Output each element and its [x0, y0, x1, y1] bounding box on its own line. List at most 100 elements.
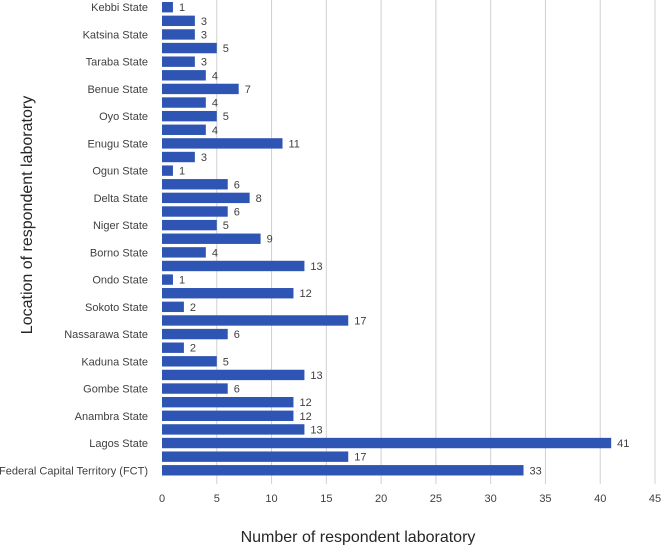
bar [162, 424, 305, 435]
bar [162, 2, 173, 13]
bar [162, 70, 206, 81]
category-label: Ogun State [92, 166, 148, 178]
category-label: Benue State [87, 84, 148, 96]
data-label: 12 [299, 397, 311, 409]
data-label: 5 [223, 111, 229, 123]
data-label: 6 [234, 207, 240, 219]
x-tick-label: 45 [649, 493, 661, 505]
bar [162, 247, 206, 258]
data-label: 13 [310, 261, 322, 273]
data-label: 41 [617, 438, 629, 450]
data-label: 2 [190, 343, 196, 355]
bar [162, 42, 217, 54]
data-label: 1 [179, 275, 185, 287]
data-label: 5 [223, 220, 229, 232]
x-tick-label: 40 [594, 493, 606, 505]
data-label: 7 [245, 84, 251, 96]
bar [162, 179, 228, 190]
bar [162, 165, 173, 176]
x-tick-label: 10 [265, 493, 277, 505]
data-label: 3 [201, 57, 207, 69]
category-label: Gombe State [83, 384, 148, 396]
bar [162, 151, 195, 163]
bar [162, 274, 173, 285]
data-label: 3 [201, 152, 207, 164]
category-label: Lagos State [89, 438, 148, 450]
data-label: 2 [190, 302, 196, 314]
x-tick-label: 5 [214, 493, 220, 505]
bar [162, 383, 228, 394]
x-tick-label: 30 [485, 493, 497, 505]
bar [162, 83, 239, 95]
category-label: Niger State [93, 220, 148, 232]
data-labels: 1335347454113168659413112217625136121213… [179, 2, 629, 477]
x-axis-title: Number of respondent laboratory [241, 529, 476, 545]
bar [162, 124, 206, 135]
bars [162, 2, 612, 476]
bar [162, 288, 294, 299]
data-label: 5 [223, 43, 229, 55]
x-tick-label: 0 [159, 493, 165, 505]
data-label: 5 [223, 356, 229, 368]
bar [162, 97, 206, 108]
bar [162, 260, 305, 272]
bar [162, 451, 349, 462]
y-axis-title: Location of respondent laboratory [19, 96, 36, 334]
data-label: 3 [201, 16, 207, 28]
bar [162, 192, 250, 204]
bar [162, 110, 217, 122]
data-label: 12 [299, 288, 311, 300]
x-tick-label: 25 [430, 493, 442, 505]
bar [162, 56, 195, 67]
data-label: 33 [530, 465, 542, 477]
x-tick-label: 35 [539, 493, 551, 505]
data-label: 13 [310, 370, 322, 382]
data-label: 6 [234, 329, 240, 341]
category-label: Oyo State [99, 111, 148, 123]
bar [162, 315, 349, 326]
data-label: 12 [299, 411, 311, 423]
bar [162, 356, 217, 367]
bar [162, 369, 305, 381]
category-label: Delta State [94, 193, 148, 205]
category-label: Katsina State [83, 29, 148, 41]
category-labels: Kebbi State Katsina State Taraba State Benu… [0, 2, 148, 477]
category-label: Kebbi State [91, 2, 148, 14]
data-label: 1 [179, 2, 185, 14]
category-label: Enugu State [87, 138, 148, 150]
bar [162, 342, 184, 353]
bar [162, 219, 217, 231]
bar [162, 328, 228, 340]
x-tick-label: 15 [320, 493, 332, 505]
data-label: 4 [212, 247, 218, 259]
category-label: Anambra State [75, 411, 148, 423]
data-label: 8 [256, 193, 262, 205]
x-tick-labels: 0 5 10 15 20 25 30 35 40 45 [159, 493, 661, 505]
data-label: 6 [234, 179, 240, 191]
bar [162, 437, 612, 449]
bar [162, 396, 294, 408]
gridlines [216, 0, 656, 484]
bar [162, 138, 283, 149]
data-label: 11 [289, 138, 300, 150]
category-label: Sokoto State [85, 302, 148, 314]
bar [162, 29, 195, 40]
bar [162, 206, 228, 217]
data-label: 17 [354, 452, 366, 464]
category-label: Nassarawa State [64, 329, 148, 341]
data-label: 4 [212, 70, 218, 82]
bar [162, 15, 195, 27]
data-label: 13 [310, 424, 322, 436]
data-label: 17 [354, 315, 366, 327]
bar [162, 301, 184, 313]
data-label: 4 [212, 125, 218, 137]
data-label: 1 [179, 166, 185, 178]
data-label: 3 [201, 29, 207, 41]
category-label: Borno State [90, 247, 148, 259]
category-label: Federal Capital Territory (FCT) [0, 465, 148, 477]
data-label: 6 [234, 384, 240, 396]
bar [162, 410, 294, 421]
bar [162, 465, 524, 476]
bar [162, 233, 261, 244]
